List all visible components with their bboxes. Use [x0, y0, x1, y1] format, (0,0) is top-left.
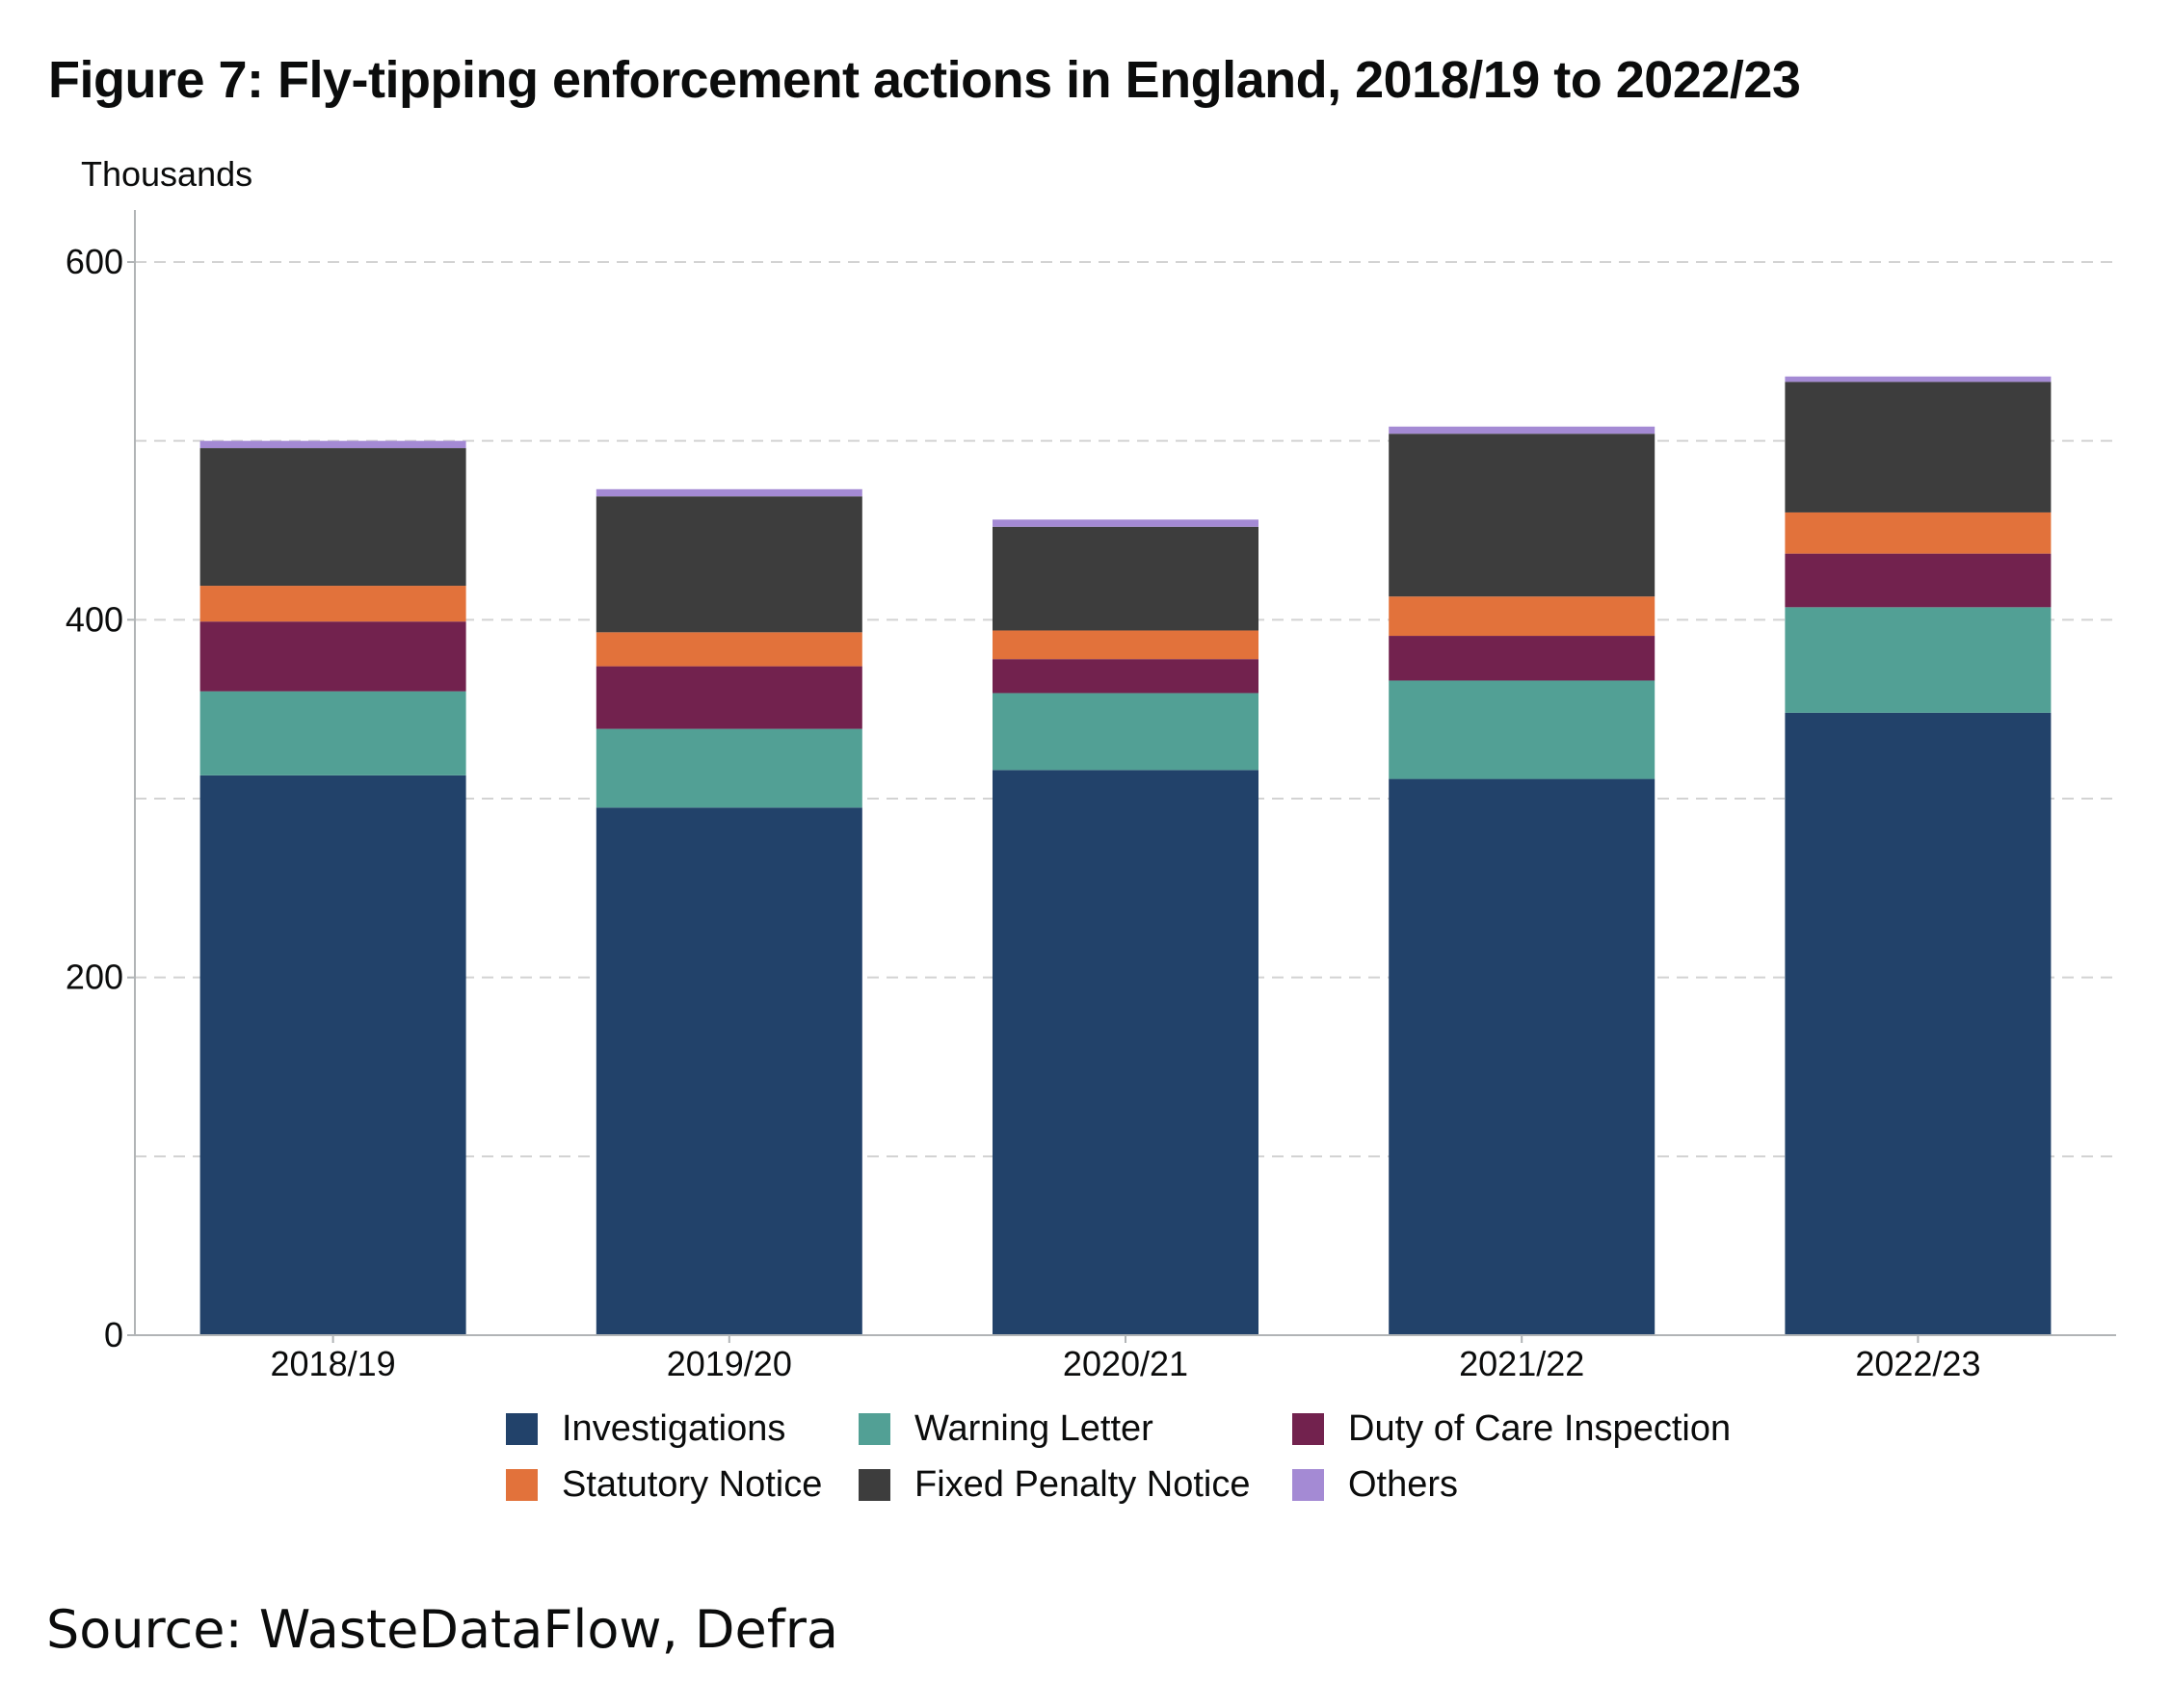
bar-segment-investigations — [1785, 712, 2052, 1335]
bar-segment-warning-letter — [199, 691, 466, 775]
legend-swatch — [859, 1468, 890, 1501]
x-tick-labels: 2018/19 2019/20 2020/21 2021/22 2022/23 — [271, 1335, 1980, 1383]
legend-swatch — [506, 1412, 538, 1445]
legend-label: Statutory Notice — [562, 1463, 823, 1505]
y-tick-label: 400 — [66, 599, 123, 639]
legend-label: Others — [1348, 1463, 1459, 1505]
bar-segment-statutory-notice — [596, 632, 862, 667]
x-tick-label: 2018/19 — [271, 1344, 396, 1383]
y-axis-unit-label: Thousands — [81, 154, 253, 194]
bar-segment-warning-letter — [1389, 680, 1655, 779]
bar-segment-fixed-penalty-notice — [1389, 434, 1655, 597]
bar-segment-statutory-notice — [199, 586, 466, 622]
bar-segment-fixed-penalty-notice — [199, 448, 466, 587]
bars — [199, 376, 2052, 1335]
chart-title: Figure 7: Fly-tipping enforcement action… — [48, 51, 1801, 109]
y-tick-label: 200 — [66, 958, 123, 997]
bar-segment-others — [1785, 376, 2052, 382]
bar-segment-duty-of-care-inspection — [199, 621, 466, 692]
legend-swatch — [859, 1412, 890, 1445]
bar-segment-statutory-notice — [1389, 596, 1655, 637]
bar-segment-others — [199, 440, 466, 449]
legend-swatch — [1292, 1468, 1324, 1501]
legend-swatch — [1292, 1412, 1324, 1445]
bar-segment-investigations — [199, 775, 466, 1335]
x-tick-label: 2021/22 — [1459, 1344, 1584, 1383]
legend-item: Others — [1292, 1460, 1458, 1509]
bar-segment-duty-of-care-inspection — [993, 659, 1258, 694]
legend-label: Duty of Care Inspection — [1348, 1407, 1732, 1449]
x-tick-label: 2022/23 — [1855, 1344, 1980, 1383]
bar-segment-fixed-penalty-notice — [596, 496, 862, 633]
bar-segment-others — [993, 519, 1258, 527]
bar-segment-others — [1389, 426, 1655, 434]
legend-item: Investigations — [506, 1405, 785, 1453]
bar-segment-warning-letter — [993, 693, 1258, 771]
bar-segment-investigations — [596, 807, 862, 1335]
legend-item: Fixed Penalty Notice — [859, 1460, 1251, 1509]
bar-segment-fixed-penalty-notice — [993, 526, 1258, 631]
legend-swatch — [506, 1468, 538, 1501]
legend-label: Investigations — [562, 1407, 786, 1449]
bar-segment-statutory-notice — [1785, 512, 2052, 554]
bar-segment-investigations — [993, 770, 1258, 1335]
bar-segment-duty-of-care-inspection — [596, 666, 862, 729]
x-tick-label: 2019/20 — [667, 1344, 792, 1383]
bar-segment-statutory-notice — [993, 630, 1258, 660]
bar-segment-duty-of-care-inspection — [1389, 636, 1655, 681]
bar-segment-warning-letter — [1785, 607, 2052, 713]
bar-segment-fixed-penalty-notice — [1785, 381, 2052, 512]
y-tick-labels: 0 200 400 600 — [66, 242, 135, 1354]
bar-segment-investigations — [1389, 778, 1655, 1335]
source-note: Source: WasteDataFlow, Defra — [46, 1599, 839, 1660]
y-tick-label: 600 — [66, 242, 123, 281]
y-tick-label: 0 — [104, 1315, 123, 1354]
bar-segment-others — [596, 488, 862, 497]
legend-label: Fixed Penalty Notice — [914, 1463, 1251, 1505]
bar-segment-warning-letter — [596, 728, 862, 808]
legend-item: Duty of Care Inspection — [1292, 1405, 1731, 1453]
bar-segment-duty-of-care-inspection — [1785, 553, 2052, 608]
legend-label: Warning Letter — [914, 1407, 1153, 1449]
legend-item: Warning Letter — [859, 1405, 1153, 1453]
legend-item: Statutory Notice — [506, 1460, 822, 1509]
x-tick-label: 2020/21 — [1063, 1344, 1188, 1383]
